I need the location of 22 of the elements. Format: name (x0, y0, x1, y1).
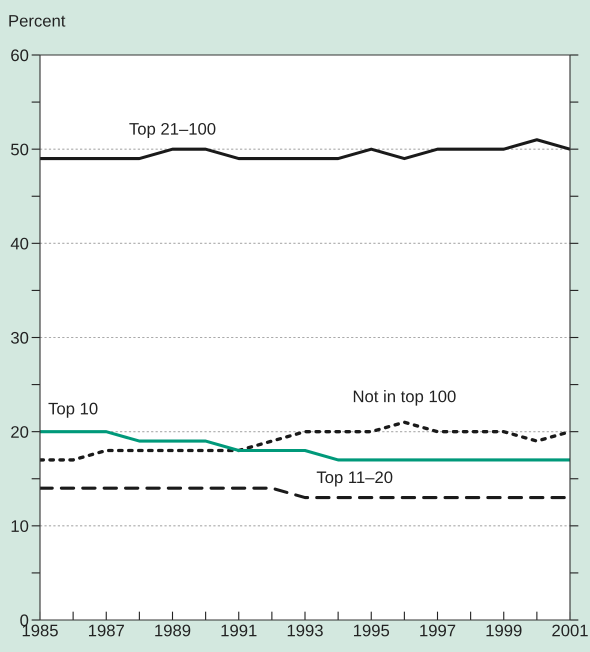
y-tick-label: 0 (20, 614, 28, 626)
y-axis-title: Percent (9, 15, 66, 27)
x-tick-label: 1995 (354, 624, 390, 636)
y-tick-label: 20 (11, 426, 28, 438)
series-label: Not in top 100 (354, 390, 456, 406)
x-tick-label: 1999 (486, 624, 522, 636)
x-tick-label: 1991 (221, 624, 256, 636)
y-tick-label: 40 (10, 238, 28, 250)
y-tick-label: 30 (10, 332, 28, 344)
y-tick-label: 60 (11, 49, 28, 62)
x-tick-label: 1993 (288, 624, 323, 636)
x-tick-label: 1985 (22, 624, 58, 636)
series-label: Top 11–20 (316, 471, 392, 486)
x-tick-label: 1987 (88, 624, 124, 636)
series-label: Top 21–100 (129, 122, 216, 138)
x-tick-label: 2001 (552, 624, 588, 636)
x-tick-label: 1989 (155, 624, 190, 636)
line-series (40, 430, 570, 462)
y-tick-label: 10 (12, 520, 28, 532)
y-tick-label: 50 (11, 144, 28, 156)
series-label: Top 10 (48, 402, 98, 418)
x-tick-label: 1997 (420, 624, 456, 636)
